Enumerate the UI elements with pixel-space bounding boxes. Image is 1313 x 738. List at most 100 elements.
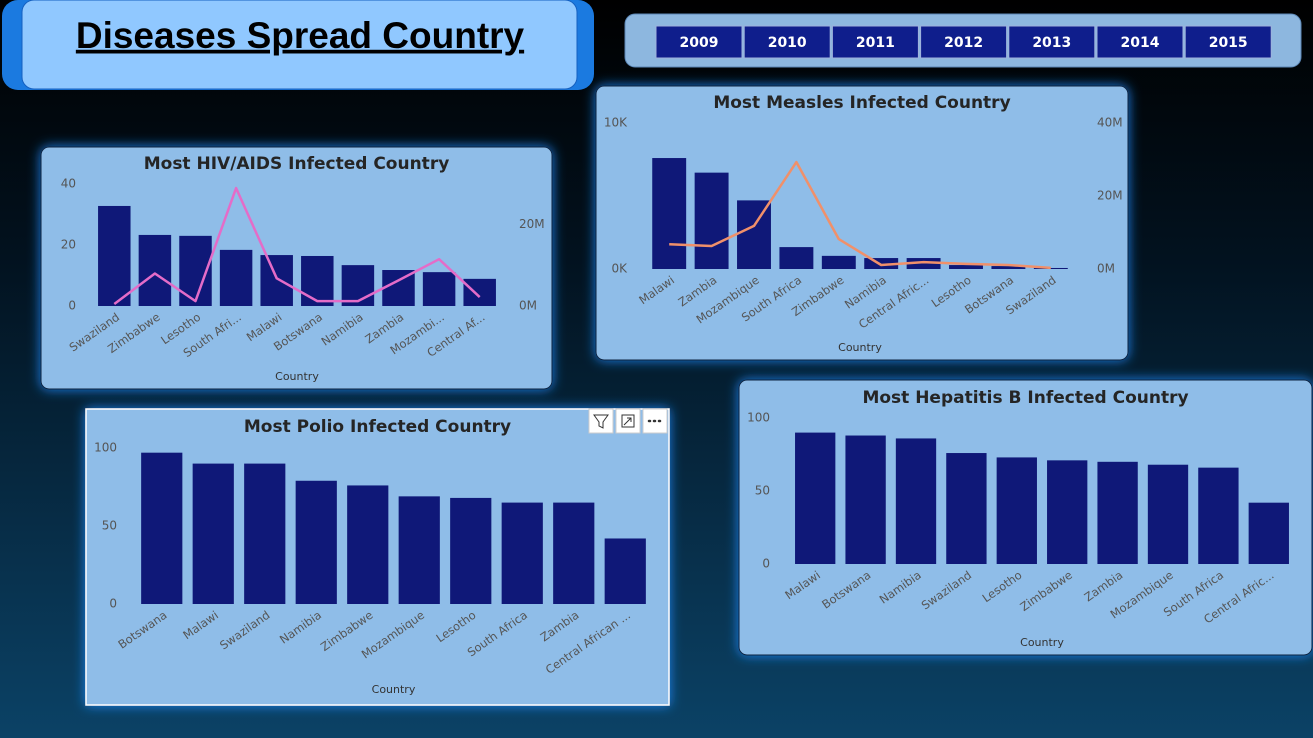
y-tick-label: 40: [61, 177, 76, 191]
year-button[interactable]: 2012: [920, 25, 1008, 59]
year-label[interactable]: 2015: [1209, 35, 1248, 51]
x-axis-label: Country: [1020, 636, 1064, 649]
bar: [1033, 267, 1068, 269]
chart-panel: Most Measles Infected Country 0K 10K 0M 20M 4…: [595, 85, 1129, 361]
bar: [1097, 461, 1138, 564]
y-tick-label: 20M: [1097, 189, 1123, 203]
bar: [260, 255, 293, 306]
year-button[interactable]: 2011: [831, 25, 919, 59]
bar: [795, 432, 836, 564]
bar: [219, 249, 253, 306]
year-buttons: 2009 2010 2011 2012 2013 2014 2015: [655, 25, 1272, 59]
bar: [450, 497, 492, 604]
bar: [864, 258, 899, 269]
visual-toolbar: [588, 408, 668, 434]
year-button[interactable]: 2014: [1096, 25, 1184, 59]
bar: [301, 255, 334, 306]
bar: [737, 200, 771, 269]
bar: [949, 265, 983, 269]
chart-panel: Most HIV/AIDS Infected Country 0 20 40 0M 20M…: [40, 146, 553, 390]
title-box: [21, 0, 578, 90]
bar: [845, 435, 886, 564]
bar: [604, 538, 646, 604]
y-tick-label: 0M: [519, 299, 537, 313]
bar: [895, 438, 937, 564]
y-tick-label: 0K: [611, 262, 628, 276]
y-tick-label: 40M: [1097, 116, 1123, 130]
bar: [192, 463, 234, 604]
year-button-bg[interactable]: [1184, 25, 1272, 59]
toolbar-button[interactable]: [588, 408, 614, 434]
x-axis-label: Country: [275, 370, 319, 383]
year-label[interactable]: 2012: [944, 35, 983, 51]
bar: [906, 258, 941, 269]
year-button[interactable]: 2013: [1008, 25, 1096, 59]
bar: [946, 453, 987, 564]
chart-title: Most Hepatitis B Infected Country: [862, 388, 1188, 408]
bar: [141, 452, 183, 604]
x-axis-label: Country: [838, 341, 882, 354]
year-button-bg[interactable]: [743, 25, 831, 59]
panel-bg: [40, 146, 553, 390]
bar: [991, 266, 1026, 269]
panel-bg: [595, 85, 1129, 361]
line: [669, 160, 1051, 270]
bar: [694, 172, 729, 269]
chart-title: Most Polio Infected Country: [244, 417, 511, 437]
year-button-bg[interactable]: [1008, 25, 1096, 59]
chart-panel: Most Polio Infected Country050100Botswan…: [85, 408, 670, 706]
bar: [821, 255, 856, 269]
bar: [1047, 460, 1088, 564]
year-label[interactable]: 2009: [680, 35, 719, 51]
bar: [341, 265, 375, 306]
year-button[interactable]: 2015: [1184, 25, 1272, 59]
bar: [398, 496, 440, 604]
y-tick-label: 100: [94, 441, 117, 455]
bar: [501, 502, 543, 604]
bar: [138, 234, 172, 306]
bar: [1248, 502, 1289, 564]
chart-panel: Most Hepatitis B Infected Country050100M…: [738, 379, 1313, 656]
year-button[interactable]: 2009: [655, 25, 743, 59]
year-button-bg[interactable]: [831, 25, 919, 59]
filter-icon[interactable]: [593, 414, 609, 429]
chart-title: Most HIV/AIDS Infected Country: [144, 154, 450, 174]
bar: [463, 278, 496, 306]
y-tick-label: 0: [109, 597, 117, 611]
bar: [1147, 464, 1189, 564]
year-label[interactable]: 2011: [856, 35, 895, 51]
bar: [652, 158, 687, 269]
page-title: Diseases Spread Country: [76, 15, 525, 56]
year-button-bg[interactable]: [1096, 25, 1184, 59]
y-tick-label: 100: [747, 411, 770, 425]
y-tick-label: 20M: [519, 217, 545, 231]
charts: Most HIV/AIDS Infected Country 0 20 40 0M 20M…: [40, 85, 1313, 706]
bar: [422, 272, 456, 306]
bar: [553, 502, 595, 604]
year-label[interactable]: 2014: [1121, 35, 1160, 51]
x-axis-label: Country: [372, 683, 416, 696]
bar: [295, 480, 337, 604]
line: [113, 186, 481, 305]
year-button-bg[interactable]: [655, 25, 743, 59]
bar: [996, 457, 1037, 564]
year-label[interactable]: 2010: [768, 35, 807, 51]
y-tick-label: 10K: [604, 116, 628, 130]
year-button[interactable]: 2010: [743, 25, 831, 59]
y-tick-label: 0: [762, 557, 770, 571]
y-tick-label: 0: [68, 299, 76, 313]
bar: [779, 247, 814, 269]
year-button-bg[interactable]: [920, 25, 1008, 59]
bar: [347, 485, 389, 604]
bar: [244, 463, 286, 604]
year-label[interactable]: 2013: [1032, 35, 1071, 51]
bar: [98, 205, 131, 306]
focus-icon[interactable]: [621, 414, 635, 428]
y-tick-label: 20: [61, 238, 76, 252]
y-tick-label: 50: [755, 484, 770, 498]
y-tick-label: 50: [102, 519, 117, 533]
bar: [1198, 467, 1239, 564]
y-tick-label: 0M: [1097, 262, 1115, 276]
